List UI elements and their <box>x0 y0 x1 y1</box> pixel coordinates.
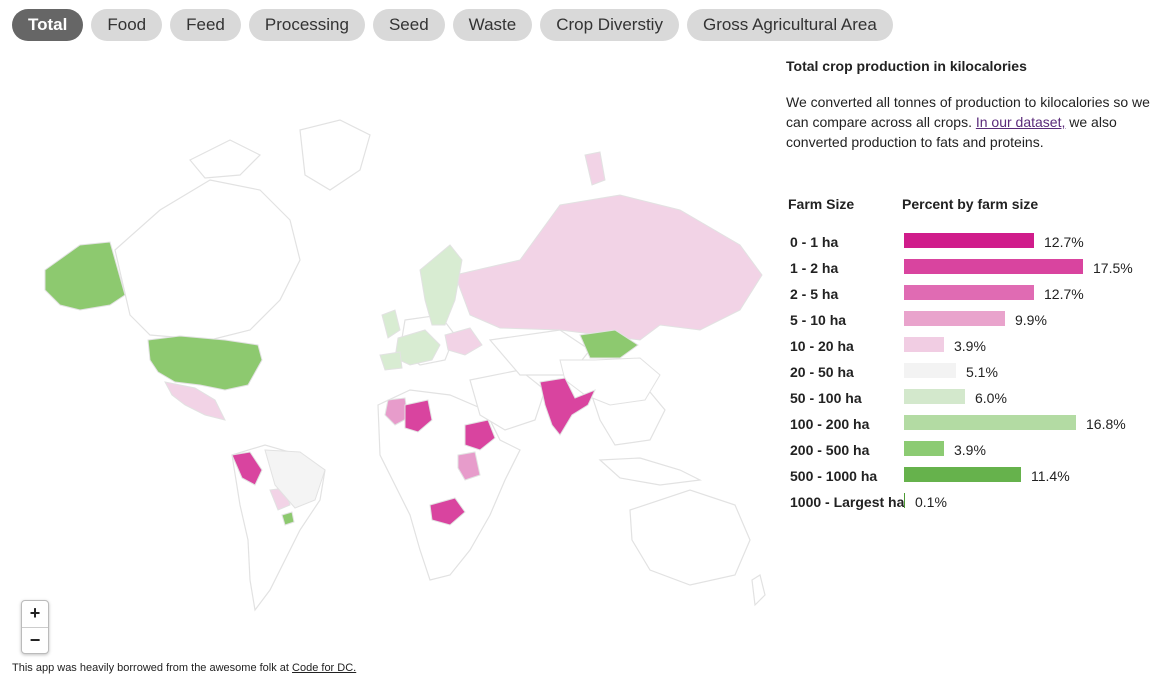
farm-size-label: 200 - 500 ha <box>790 442 870 458</box>
percent-bar <box>904 337 944 352</box>
percent-value: 11.4% <box>1031 468 1070 484</box>
country-india[interactable] <box>539 377 596 436</box>
country-uruguay[interactable] <box>281 511 295 526</box>
percent-value: 16.8% <box>1086 416 1126 432</box>
zoom-control: + − <box>21 600 49 654</box>
percent-value: 12.7% <box>1044 286 1084 302</box>
tab-gross-agricultural-area[interactable]: Gross Agricultural Area <box>686 9 893 41</box>
percent-bar <box>904 415 1076 430</box>
region-indonesia[interactable] <box>598 457 703 486</box>
country-south-africa[interactable] <box>429 497 466 526</box>
region-eastern-europe[interactable] <box>444 327 483 356</box>
world-map[interactable]: + − <box>0 60 770 654</box>
percent-bar <box>904 233 1034 248</box>
map-canvas[interactable] <box>0 60 770 650</box>
region-west-africa[interactable] <box>384 397 409 426</box>
percent-value: 12.7% <box>1044 234 1084 250</box>
tab-waste[interactable]: Waste <box>452 9 533 41</box>
percent-bar <box>904 467 1021 482</box>
percent-value: 6.0% <box>975 390 1007 406</box>
country-iceland[interactable] <box>584 151 606 186</box>
percent-value: 17.5% <box>1093 260 1133 276</box>
col-farm-size: Farm Size <box>788 196 855 212</box>
country-australia[interactable] <box>629 489 751 586</box>
zoom-in-button[interactable]: + <box>29 603 41 623</box>
percent-bar <box>904 389 965 404</box>
percent-bar <box>904 285 1034 300</box>
tab-processing[interactable]: Processing <box>248 9 365 41</box>
zoom-out-button[interactable]: − <box>22 627 48 654</box>
description-text-2: we also converted production to fats and… <box>786 114 1117 150</box>
country-nigeria[interactable] <box>404 399 433 433</box>
country-ethiopia[interactable] <box>464 419 496 451</box>
country-china[interactable] <box>559 357 661 406</box>
country-peru[interactable] <box>231 451 263 486</box>
region-iberia[interactable] <box>379 351 403 371</box>
tab-food[interactable]: Food <box>91 9 163 41</box>
percent-value: 3.9% <box>954 338 986 354</box>
state-alaska[interactable] <box>44 241 126 311</box>
farm-size-label: 0 - 1 ha <box>790 234 839 250</box>
farm-size-label: 100 - 200 ha <box>790 416 870 432</box>
col-percent: Percent by farm size <box>902 196 1039 212</box>
tab-feed[interactable]: Feed <box>170 9 241 41</box>
country-arctic-islands[interactable] <box>189 139 262 179</box>
description-text-1: We converted all tonnes of production to… <box>786 94 1150 130</box>
tab-crop-diverstiy[interactable]: Crop Diverstiy <box>540 9 679 41</box>
code-for-dc-link[interactable]: Code for DC. <box>292 662 357 674</box>
panel-description: We converted all tonnes of production to… <box>786 92 1161 152</box>
farm-size-label: 20 - 50 ha <box>790 364 854 380</box>
dataset-link[interactable]: In our dataset, <box>975 114 1066 130</box>
percent-bar <box>904 363 956 378</box>
farm-size-label: 5 - 10 ha <box>790 312 847 328</box>
region-scandinavia[interactable] <box>419 244 463 326</box>
farm-size-label: 1 - 2 ha <box>790 260 839 276</box>
farm-size-label: 10 - 20 ha <box>790 338 854 354</box>
footer-text: This app was heavily borrowed from the a… <box>12 662 293 674</box>
country-russia[interactable] <box>454 194 763 341</box>
panel-title: Total crop production in kilocalories <box>786 58 1027 74</box>
percent-bar <box>904 441 944 456</box>
farm-size-label: 500 - 1000 ha <box>790 468 878 484</box>
region-east-africa[interactable] <box>457 451 481 481</box>
tab-seed[interactable]: Seed <box>372 9 445 41</box>
percent-value: 9.9% <box>1015 312 1047 328</box>
country-usa[interactable] <box>147 335 263 391</box>
farm-size-label: 1000 - Largest ha <box>790 494 905 510</box>
country-mongolia[interactable] <box>579 329 639 359</box>
country-greenland[interactable] <box>299 119 371 191</box>
country-uk[interactable] <box>381 309 401 339</box>
footer: This app was heavily borrowed from the a… <box>12 662 356 674</box>
percent-value: 3.9% <box>954 442 986 458</box>
info-panel: Total crop production in kilocalories We… <box>786 58 1161 152</box>
percent-value: 0.1% <box>915 494 947 510</box>
percent-bar <box>904 259 1083 274</box>
tab-total[interactable]: Total <box>12 9 84 41</box>
percent-bar <box>904 311 1005 326</box>
farm-size-label: 2 - 5 ha <box>790 286 839 302</box>
country-new-zealand[interactable] <box>751 574 766 607</box>
tab-bar: Total Food Feed Processing Seed Waste Crop Div… <box>12 9 893 41</box>
percent-bar <box>904 493 905 508</box>
country-mexico[interactable] <box>164 381 226 421</box>
percent-value: 5.1% <box>966 364 998 380</box>
country-brazil[interactable] <box>264 449 326 509</box>
farm-size-label: 50 - 100 ha <box>790 390 862 406</box>
country-canada[interactable] <box>114 179 301 341</box>
